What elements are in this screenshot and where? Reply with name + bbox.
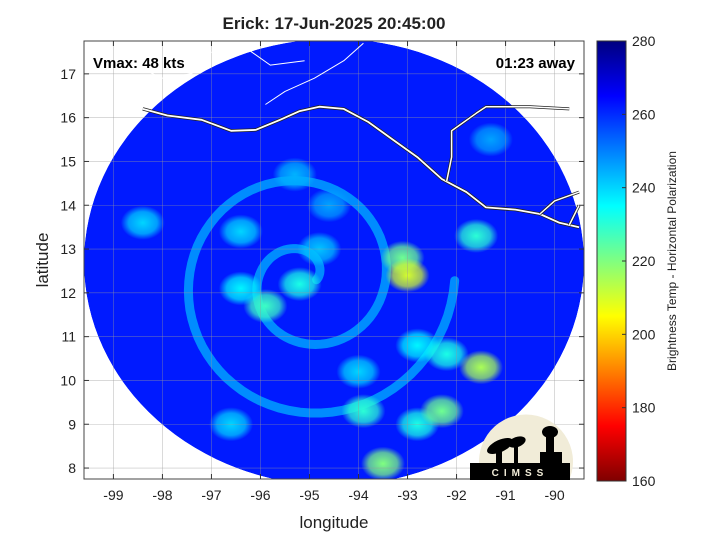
y-tick-label: 11: [61, 329, 76, 345]
x-tick-label: -93: [397, 487, 417, 503]
convection-cell: [424, 337, 469, 372]
convection-cell: [361, 446, 406, 479]
y-tick-label: 9: [68, 416, 76, 432]
y-ticks: 8 9 10 11 12 13 14 15 16 17: [60, 66, 584, 476]
logo-tower-icon: [540, 426, 562, 463]
colorbar-tick-label: 280: [632, 33, 656, 49]
y-tick-label: 14: [60, 197, 76, 213]
y-tick-label: 17: [60, 66, 76, 82]
y-tick-label: 15: [60, 153, 76, 169]
inland-boundary: [235, 41, 305, 66]
convection-cell: [218, 214, 263, 249]
x-tick-label: -94: [348, 487, 368, 503]
inland-boundary: [265, 42, 364, 105]
country-border: [539, 191, 580, 215]
x-tick-label: -96: [250, 487, 270, 503]
colorbar-tick-label: 220: [632, 253, 656, 269]
x-tick-label: -90: [544, 487, 564, 503]
coastline: [142, 105, 580, 229]
time-away-annotation: 01:23 away: [496, 55, 576, 72]
convection-cell: [341, 394, 386, 429]
logo-text: CIMSS: [492, 468, 549, 479]
brightness-temp-swath: [84, 41, 584, 479]
convection-cell: [419, 394, 464, 429]
y-tick-label: 8: [68, 460, 76, 476]
logo-dish-icon: [487, 436, 526, 463]
x-tick-label: -92: [446, 487, 466, 503]
inland-boundary: [132, 51, 212, 79]
x-tick-label: -99: [103, 487, 123, 503]
y-tick-label: 12: [60, 285, 76, 301]
colorbar-label: Brightness Temp - Horizontal Polarizatio…: [665, 151, 679, 371]
colorbar-tick-label: 240: [632, 180, 656, 196]
plot-frame: [83, 40, 585, 480]
coastline-borders: [132, 41, 581, 229]
y-axis-label: latitude: [33, 233, 52, 288]
convection-cell: [468, 122, 513, 157]
x-tick-label: -95: [299, 487, 319, 503]
chart-title: Erick: 17-Jun-2025 20:45:00: [222, 14, 445, 33]
inland-boundary: [470, 41, 546, 62]
grid: [84, 41, 584, 479]
logo-banner: [470, 463, 570, 480]
vmax-annotation: Vmax: 48 kts: [93, 55, 185, 72]
colorbar-tick-label: 260: [632, 106, 656, 122]
y-tick-label: 10: [60, 372, 76, 388]
country-border: [445, 105, 570, 182]
x-tick-label: -97: [201, 487, 221, 503]
convection-cell: [277, 267, 322, 302]
colorbar-tick-label: 180: [632, 400, 656, 416]
rain-band: [183, 176, 460, 418]
plot-area: -99 -98 -97 -96 -95 -94 -93 -92 -91 -90 8 9 10 11 12 1…: [60, 40, 585, 503]
x-tick-label: -98: [152, 487, 172, 503]
convection-cell: [218, 271, 263, 306]
convection-cell: [120, 205, 165, 240]
cimss-logo: CIMSS: [470, 414, 573, 480]
colorbar-tick-label: 160: [632, 473, 656, 489]
colorbar-ticks: 280 260 240 220 200 180 160: [622, 33, 656, 489]
x-axis-label: longitude: [299, 513, 368, 532]
colorbar-gradient: [596, 40, 627, 482]
colorbar-tick-label: 200: [632, 326, 656, 342]
y-tick-label: 16: [60, 110, 76, 126]
swath-background: [84, 41, 584, 479]
x-ticks: -99 -98 -97 -96 -95 -94 -93 -92 -91 -90: [103, 41, 565, 503]
x-tick-label: -91: [495, 487, 515, 503]
convection-cell: [459, 350, 504, 385]
convection-cell: [454, 218, 499, 253]
y-tick-label: 13: [60, 241, 76, 257]
convection-cell: [272, 157, 317, 192]
colorbar: 280 260 240 220 200 180 160 Brightness Temp - …: [596, 33, 679, 489]
country-border: [568, 204, 580, 226]
